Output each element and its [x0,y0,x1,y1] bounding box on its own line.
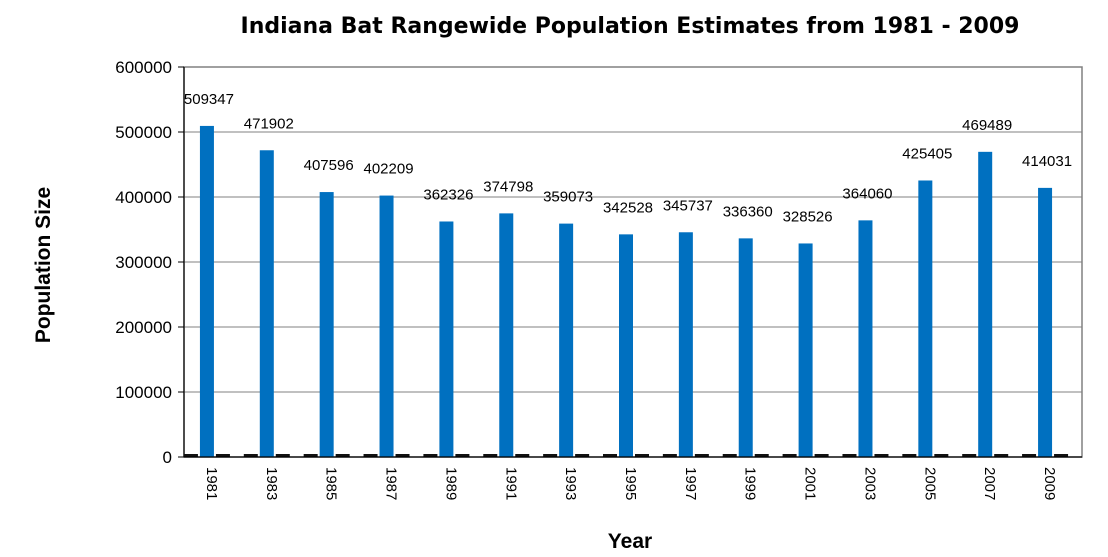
bar-secondary [515,454,530,457]
bar-secondary [483,454,498,457]
bar-secondary [635,454,649,457]
bar-secondary [902,454,917,457]
bar [738,238,753,457]
bar-secondary [994,454,1009,457]
data-label: 425405 [902,145,952,162]
x-tick-label: 1981 [203,467,220,500]
x-tick-label: 2007 [981,467,998,500]
data-label: 407596 [304,157,354,174]
bar [798,243,813,457]
bar-secondary [575,454,590,457]
bar-secondary [423,454,438,457]
bar-secondary [662,454,677,457]
bar-secondary [874,454,889,457]
chart-title: Indiana Bat Rangewide Population Estimat… [240,14,1020,39]
bar [619,234,633,457]
bar [199,125,214,458]
bar-secondary [243,454,258,457]
data-label: 359073 [543,189,593,206]
bar-secondary [215,454,230,457]
bar-secondary [814,454,829,457]
bar-secondary [335,454,350,457]
data-label: 414031 [1022,153,1072,170]
bar-secondary [543,454,558,457]
data-label: 374798 [483,178,533,195]
x-tick-label: 1997 [682,467,699,500]
bar [918,180,933,457]
data-label: 328526 [783,208,833,225]
y-tick-label: 500000 [115,123,172,142]
data-label: 469489 [962,117,1012,134]
x-tick-label: 1991 [502,467,519,500]
data-label: 345737 [663,197,713,214]
data-label: 364060 [842,185,892,202]
bar-secondary [455,454,470,457]
y-tick-label: 200000 [115,318,172,337]
data-label: 471902 [244,115,294,132]
y-tick-label: 0 [163,448,172,467]
bar [1038,187,1053,457]
bar-secondary [782,454,797,457]
x-tick-label: 1999 [742,467,759,500]
data-label: 336360 [723,203,773,220]
y-tick-label: 100000 [115,383,172,402]
x-tick-label: 2001 [802,467,819,500]
bar-secondary [603,454,617,457]
data-label: 362326 [423,186,473,203]
data-label: 342528 [603,199,653,216]
x-axis-label: Year [607,530,653,553]
x-tick-label: 2005 [921,467,938,500]
bar-secondary [934,454,949,457]
bar-secondary [1022,454,1037,457]
bar-secondary [275,454,290,457]
bar-secondary [962,454,977,457]
bar [559,223,574,457]
x-tick-label: 1993 [562,467,579,500]
x-tick-label: 1987 [383,467,400,500]
y-tick-label: 400000 [115,188,172,207]
y-tick-label: 600000 [115,58,172,77]
bar [379,195,394,457]
bar [259,150,274,457]
x-tick-label: 1985 [323,467,340,500]
x-tick-label: 2009 [1041,467,1058,500]
bar [978,151,993,457]
x-tick-label: 1989 [442,467,459,500]
bar [499,213,514,457]
bar-secondary [1054,454,1069,457]
x-tick-label: 1983 [263,467,280,500]
bar-secondary [722,454,737,457]
data-label: 402209 [364,161,414,178]
data-label: 509347 [184,91,234,108]
bar-secondary [303,454,318,457]
bar-secondary [694,454,709,457]
x-tick-label: 2003 [861,467,878,500]
bar [678,232,693,457]
bar-secondary [183,454,198,457]
x-tick-label: 1995 [622,467,639,500]
bar [319,192,334,457]
bar-secondary [363,454,378,457]
bar [439,221,454,457]
y-tick-label: 300000 [115,253,172,272]
bar [858,220,873,457]
bar-secondary [395,454,410,457]
bar-secondary [842,454,857,457]
bar-secondary [754,454,769,457]
